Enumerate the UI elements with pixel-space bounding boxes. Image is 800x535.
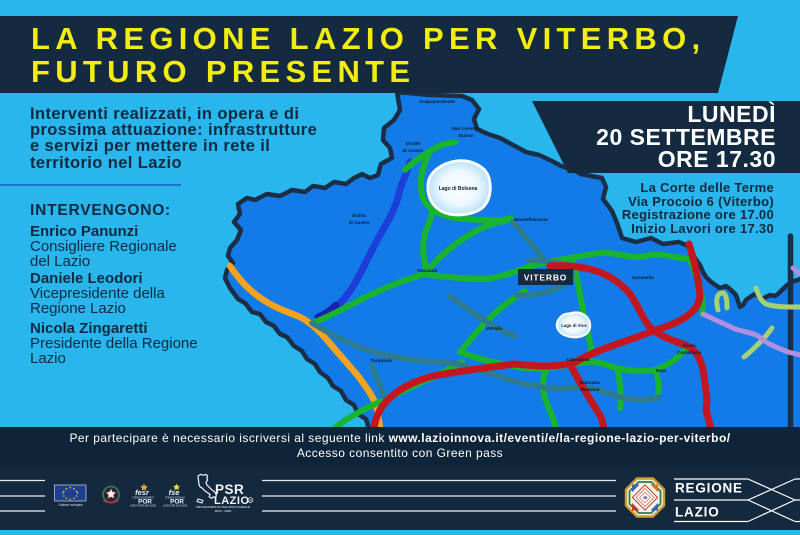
svg-text:Vasanello: Vasanello (632, 275, 654, 281)
svg-text:Montefiascone: Montefiascone (514, 217, 548, 223)
svg-text:POR: POR (170, 499, 184, 506)
svg-text:Castellana: Castellana (677, 350, 701, 356)
svg-text:fse: fse (169, 488, 180, 497)
svg-text:LAZIO FSE 2014-2020: LAZIO FSE 2014-2020 (163, 504, 188, 507)
svg-text:fesr: fesr (135, 488, 150, 497)
svg-text:FONDO EUROPEO: FONDO EUROPEO (132, 497, 153, 500)
svg-text:PSR: PSR (215, 482, 244, 497)
svg-text:Civita: Civita (682, 343, 695, 349)
svg-text:Capranica: Capranica (566, 357, 590, 363)
svg-text:San Lorenzo: San Lorenzo (452, 126, 481, 132)
svg-text:Bassano: Bassano (580, 380, 600, 386)
svg-text:Lago di Bolsena: Lago di Bolsena (439, 186, 478, 192)
svg-text:VITERBO: VITERBO (524, 273, 567, 283)
svg-text:FONDO SOCIALE: FONDO SOCIALE (165, 497, 185, 500)
svg-text:Nuovo: Nuovo (459, 133, 474, 139)
svg-text:2014 - 2020: 2014 - 2020 (215, 509, 232, 513)
svg-text:Tarquinia: Tarquinia (370, 358, 392, 364)
svg-text:Acquapendente: Acquapendente (419, 99, 455, 105)
svg-text:REGIONE: REGIONE (675, 481, 743, 496)
svg-text:R: R (249, 499, 252, 503)
svg-text:Ischia: Ischia (352, 213, 366, 219)
svg-text:LAZIO: LAZIO (675, 505, 720, 520)
svg-text:Vetralla: Vetralla (485, 326, 502, 332)
svg-text:Romano: Romano (580, 387, 599, 393)
svg-text:Tuscania: Tuscania (417, 268, 438, 274)
svg-text:Nepi: Nepi (656, 368, 666, 374)
svg-text:LAZIO: LAZIO (214, 495, 250, 507)
svg-text:POR: POR (138, 499, 152, 506)
svg-text:Lago di Vico: Lago di Vico (561, 323, 587, 328)
svg-text:PROGRAMMA DI SVILUPPO RURALE: PROGRAMMA DI SVILUPPO RURALE (196, 505, 250, 509)
svg-text:LAZIO FESR 2014-2020: LAZIO FESR 2014-2020 (130, 504, 157, 507)
svg-text:di Castro: di Castro (403, 148, 424, 154)
svg-text:Unione europea: Unione europea (58, 503, 82, 507)
svg-text:Grotte: Grotte (406, 141, 421, 147)
svg-text:di Castro: di Castro (349, 220, 370, 226)
